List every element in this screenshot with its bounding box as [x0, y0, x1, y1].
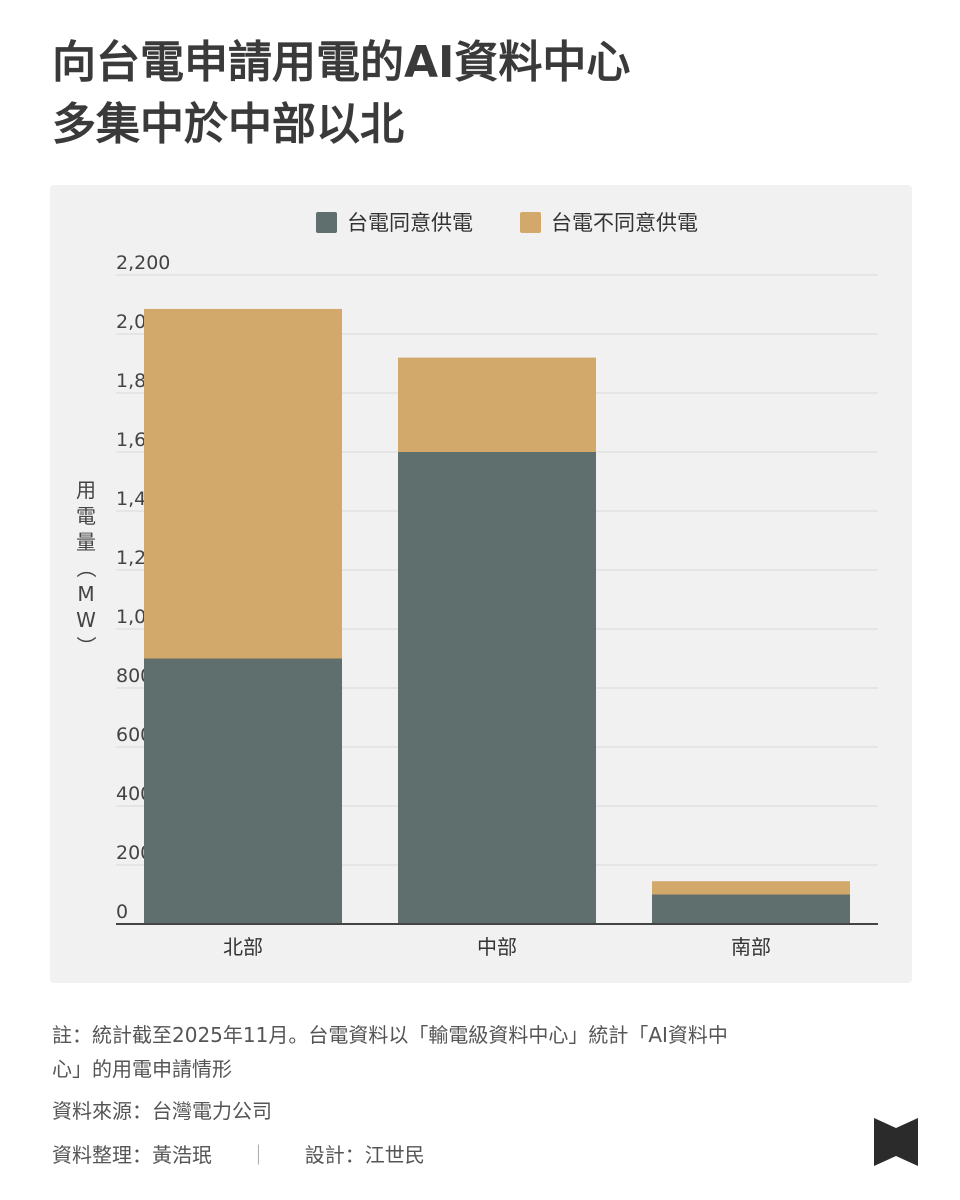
bowtie-logo-icon [874, 1118, 918, 1166]
footnote-line-2: 心」的用電申請情形 [52, 1057, 232, 1081]
title-line-2: 多集中於中部以北 [52, 99, 404, 150]
y-axis-label-char: ） [74, 636, 98, 656]
footnote-line-1: 註：統計截至2025年11月。台電資料以「輸電級資料中心」統計「AI資料中 [52, 1023, 728, 1047]
y-tick-label: 400 [116, 783, 152, 805]
y-tick-label: 200 [116, 842, 152, 864]
y-axis-label-char: 用 [76, 478, 96, 502]
y-tick-label: 2,200 [116, 252, 170, 274]
bar-segment [144, 658, 342, 924]
footnote: 註：統計截至2025年11月。台電資料以「輸電級資料中心」統計「AI資料中 心」… [52, 1018, 852, 1086]
y-axis-label-char: （ [74, 558, 98, 578]
y-tick-label: 800 [116, 665, 152, 687]
design-credit: 設計：江世民 [304, 1143, 425, 1167]
legend-label: 台電同意供電 [347, 211, 473, 235]
legend-swatch [316, 212, 337, 233]
bar-segment [652, 881, 850, 895]
data-source: 資料來源：台灣電力公司 [52, 1099, 272, 1123]
data-credit: 資料整理：黃浩珉 [52, 1143, 212, 1167]
y-axis-label-char: W [76, 608, 96, 632]
legend-label: 台電不同意供電 [551, 211, 698, 235]
bar-segment [398, 357, 596, 452]
legend-swatch [520, 212, 541, 233]
y-tick-label: 0 [116, 901, 128, 923]
x-tick-label: 北部 [223, 935, 263, 959]
y-axis-label-char: M [77, 582, 94, 606]
bar-segment [652, 894, 850, 924]
y-axis-label-char: 電 [76, 504, 96, 528]
x-tick-label: 中部 [477, 935, 517, 959]
page-title: 向台電申請用電的AI資料中心 多集中於中部以北 [52, 32, 912, 156]
title-line-1: 向台電申請用電的AI資料中心 [52, 37, 631, 88]
x-tick-label: 南部 [731, 935, 771, 959]
y-tick-label: 600 [116, 724, 152, 746]
bar-segment [398, 452, 596, 924]
credit-separator: ｜ [248, 1143, 269, 1167]
y-axis-label-char: 量 [76, 530, 96, 554]
chart-panel: 0 200 400 600 800 1,000 1,200 1,400 1,600 1,800 2,… [50, 185, 912, 983]
bar-segment [144, 308, 342, 659]
stacked-bar-chart: 02004006008001,0001,2001,4001,6001,8002,… [74, 211, 878, 959]
credits: 資料整理：黃浩珉 ｜ 設計：江世民 [52, 1138, 425, 1172]
